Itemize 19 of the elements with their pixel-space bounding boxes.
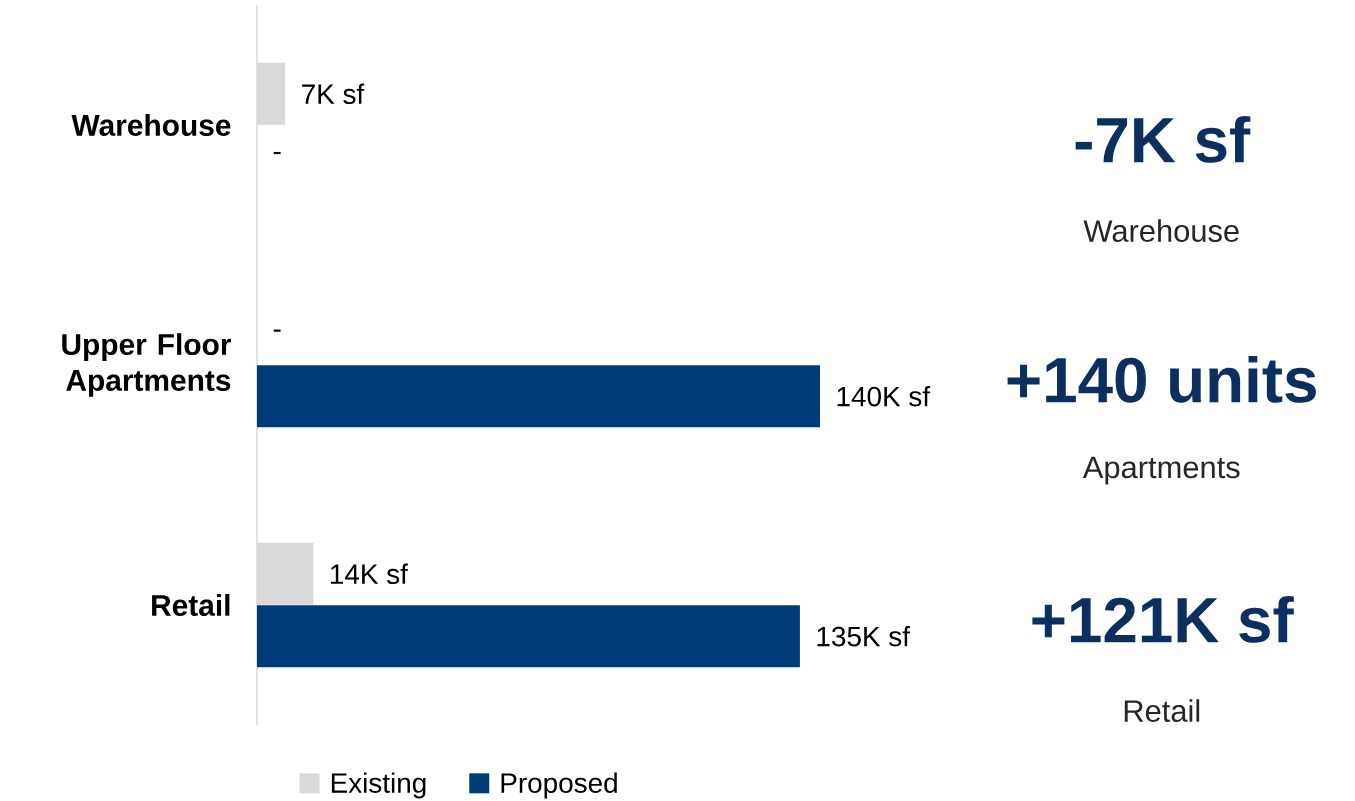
y-tick-label: Warehouse — [71, 114, 231, 136]
legend-label: Existing — [331, 772, 426, 799]
bar — [257, 605, 800, 668]
annotation: - — [273, 329, 281, 332]
data-label: 135K sf — [817, 625, 911, 647]
text: +140 units — [1007, 355, 1316, 403]
text: -7K sf — [1075, 115, 1251, 163]
text: Apartments — [1082, 456, 1240, 485]
y-tick-label: Retail — [152, 594, 230, 616]
data-label: 140K sf — [837, 385, 931, 407]
data-label: 14K sf — [330, 563, 408, 585]
text: +121K sf — [1032, 595, 1294, 643]
annotation: - — [273, 151, 281, 155]
bar — [257, 365, 821, 428]
text: Retail — [1124, 699, 1200, 722]
text: Warehouse — [1083, 219, 1239, 242]
legend-label: Proposed — [501, 772, 617, 799]
y-tick-label: Upper Floor Apartments — [62, 333, 232, 397]
data-label: 7K sf — [302, 83, 365, 105]
